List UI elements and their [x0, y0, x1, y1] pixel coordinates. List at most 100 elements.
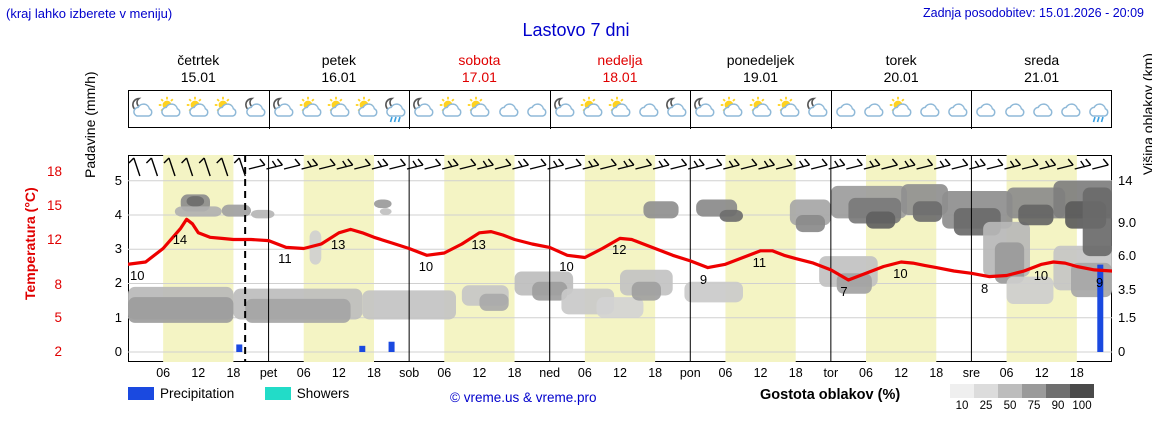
- x-tick-11: ned: [539, 366, 561, 380]
- icon-day-cell-4: [691, 91, 832, 129]
- temp-tick-4: 5: [54, 310, 62, 326]
- y-tick-right-3: 3.5: [1118, 281, 1137, 297]
- legend-swatch-showers: [264, 387, 291, 401]
- temp-label-9: 11: [752, 254, 767, 270]
- x-tick-2: 18: [226, 366, 241, 380]
- y-tick-right-1: 9.0: [1118, 215, 1137, 231]
- weather-icon-cloud: [1028, 95, 1058, 125]
- weather-icon-cloud: [859, 95, 889, 125]
- weather-icon-cloud-moon: [662, 95, 692, 125]
- x-tick-3: pet: [259, 366, 278, 380]
- temp-tick-1: 15: [46, 197, 62, 213]
- day-date: 18.01: [602, 69, 638, 85]
- weather-icon-sun-cloud: [325, 95, 355, 125]
- icon-day-cell-2: [410, 91, 551, 129]
- day-date: 21.01: [1024, 69, 1060, 85]
- weather-icon-sun-cloud: [353, 95, 383, 125]
- x-tick-18: 18: [788, 366, 803, 380]
- location-menu-note: (kraj lahko izberete v meniju): [6, 6, 173, 21]
- x-tick-6: 18: [367, 366, 381, 380]
- weather-icon-cloud: [943, 95, 973, 125]
- temp-tick-5: 2: [54, 344, 62, 359]
- axis-label-temperature: Temperatura (°C): [22, 187, 38, 300]
- cloud-scale-swatch-4: [1046, 384, 1070, 398]
- x-tick-5: 12: [331, 366, 346, 380]
- icon-day-cell-6: [972, 91, 1113, 129]
- day-name: ponedeljek: [726, 52, 795, 68]
- cloud-density-scale: 10 25 50 75 90 100: [950, 384, 1094, 412]
- weather-icon-sun-cloud: [718, 95, 748, 125]
- y-tick-right-5: 0: [1118, 344, 1126, 359]
- temp-label-1: 14: [172, 232, 188, 248]
- day-date: 15.01: [180, 69, 216, 85]
- cloud-scale-label-4: 90: [1051, 400, 1065, 412]
- x-tick-12: 06: [577, 366, 592, 380]
- temp-label-14: 9: [1096, 275, 1104, 290]
- chart-legend: Precipitation Showers: [128, 385, 1112, 419]
- legend-label-showers: Showers: [296, 386, 350, 402]
- icon-day-cell-3: [551, 91, 692, 129]
- day-header-5: torek 20.01: [831, 52, 972, 86]
- weather-icon-cloud-moon: [128, 95, 158, 125]
- x-tick-9: 12: [472, 366, 487, 380]
- y-tick-left-2: 3: [114, 241, 122, 257]
- weather-icon-cloud: [1056, 95, 1086, 125]
- cloud-scale-swatch-5: [1070, 384, 1094, 398]
- day-name: nedelja: [597, 52, 643, 68]
- temp-label-7: 12: [612, 242, 627, 258]
- temp-label-11: 10: [893, 266, 908, 281]
- temp-label-10: 7: [840, 284, 848, 299]
- y-tick-left-5: 0: [114, 344, 122, 359]
- day-date: 20.01: [883, 69, 919, 85]
- temp-tick-0: 18: [46, 164, 62, 179]
- x-tick-17: 12: [753, 366, 768, 380]
- weather-icon-cloud: [971, 95, 1001, 125]
- weather-icon-sun-cloud: [156, 95, 186, 125]
- weather-icon-cloud-moon: [690, 95, 720, 125]
- day-name: sreda: [1024, 52, 1060, 68]
- x-tick-15: pon: [679, 366, 701, 380]
- weather-icon-sun-cloud: [775, 95, 805, 125]
- x-tick-24: 06: [999, 366, 1014, 380]
- copyright-link[interactable]: © vreme.us & vreme.pro: [450, 390, 597, 405]
- weather-icon-sun-cloud: [184, 95, 214, 125]
- x-tick-1: 12: [191, 366, 206, 380]
- weather-icon-sun-cloud: [606, 95, 636, 125]
- day-date: 16.01: [321, 69, 357, 85]
- weather-icon-cloud: [634, 95, 664, 125]
- x-tick-22: 18: [929, 366, 944, 380]
- temp-label-13: 10: [1033, 268, 1049, 284]
- day-header-6: sreda 21.01: [971, 52, 1112, 86]
- weather-icon-cloud: [494, 95, 524, 125]
- cloud-scale-swatch-1: [974, 384, 998, 398]
- temp-tick-2: 12: [46, 231, 62, 247]
- weather-icon-cloud: [915, 95, 945, 125]
- weather-icon-cloud-moon: [409, 95, 439, 125]
- weather-icon-cloud: [522, 95, 552, 125]
- weather-icon-sun-cloud: [578, 95, 608, 125]
- last-updated: Zadnja posodobitev: 15.01.2026 - 20:09: [922, 6, 1144, 20]
- axis-label-precipitation: Padavine (mm/h): [82, 71, 98, 178]
- day-header-4: ponedeljek 19.01: [690, 52, 831, 86]
- y-tick-left-4: 1: [114, 309, 122, 325]
- weather-icon-sun-cloud: [297, 95, 327, 125]
- temp-label-6: 10: [559, 259, 574, 275]
- x-tick-14: 18: [648, 366, 663, 380]
- weather-icon-sun-cloud: [887, 95, 917, 125]
- icon-day-cell-0: [129, 91, 270, 129]
- weather-icon-sun-cloud: [437, 95, 467, 125]
- day-header-2: sobota 17.01: [409, 52, 550, 86]
- x-tick-4: 06: [296, 366, 311, 380]
- weather-icon-cloud-moon: [803, 95, 833, 125]
- weather-icon-strip: [128, 90, 1113, 129]
- day-date: 19.01: [743, 69, 779, 85]
- page-title: Lastovo 7 dni: [522, 20, 630, 40]
- x-tick-26: 18: [1069, 366, 1084, 380]
- legend-swatch-precipitation: [128, 387, 154, 401]
- x-tick-20: 06: [859, 366, 873, 380]
- y-tick-right-4: 1.5: [1118, 309, 1137, 325]
- y-tick-left-1: 4: [114, 206, 122, 222]
- cloud-scale-label-1: 25: [979, 400, 993, 412]
- cloud-scale-swatch-3: [1022, 384, 1046, 398]
- x-tick-13: 12: [613, 366, 627, 380]
